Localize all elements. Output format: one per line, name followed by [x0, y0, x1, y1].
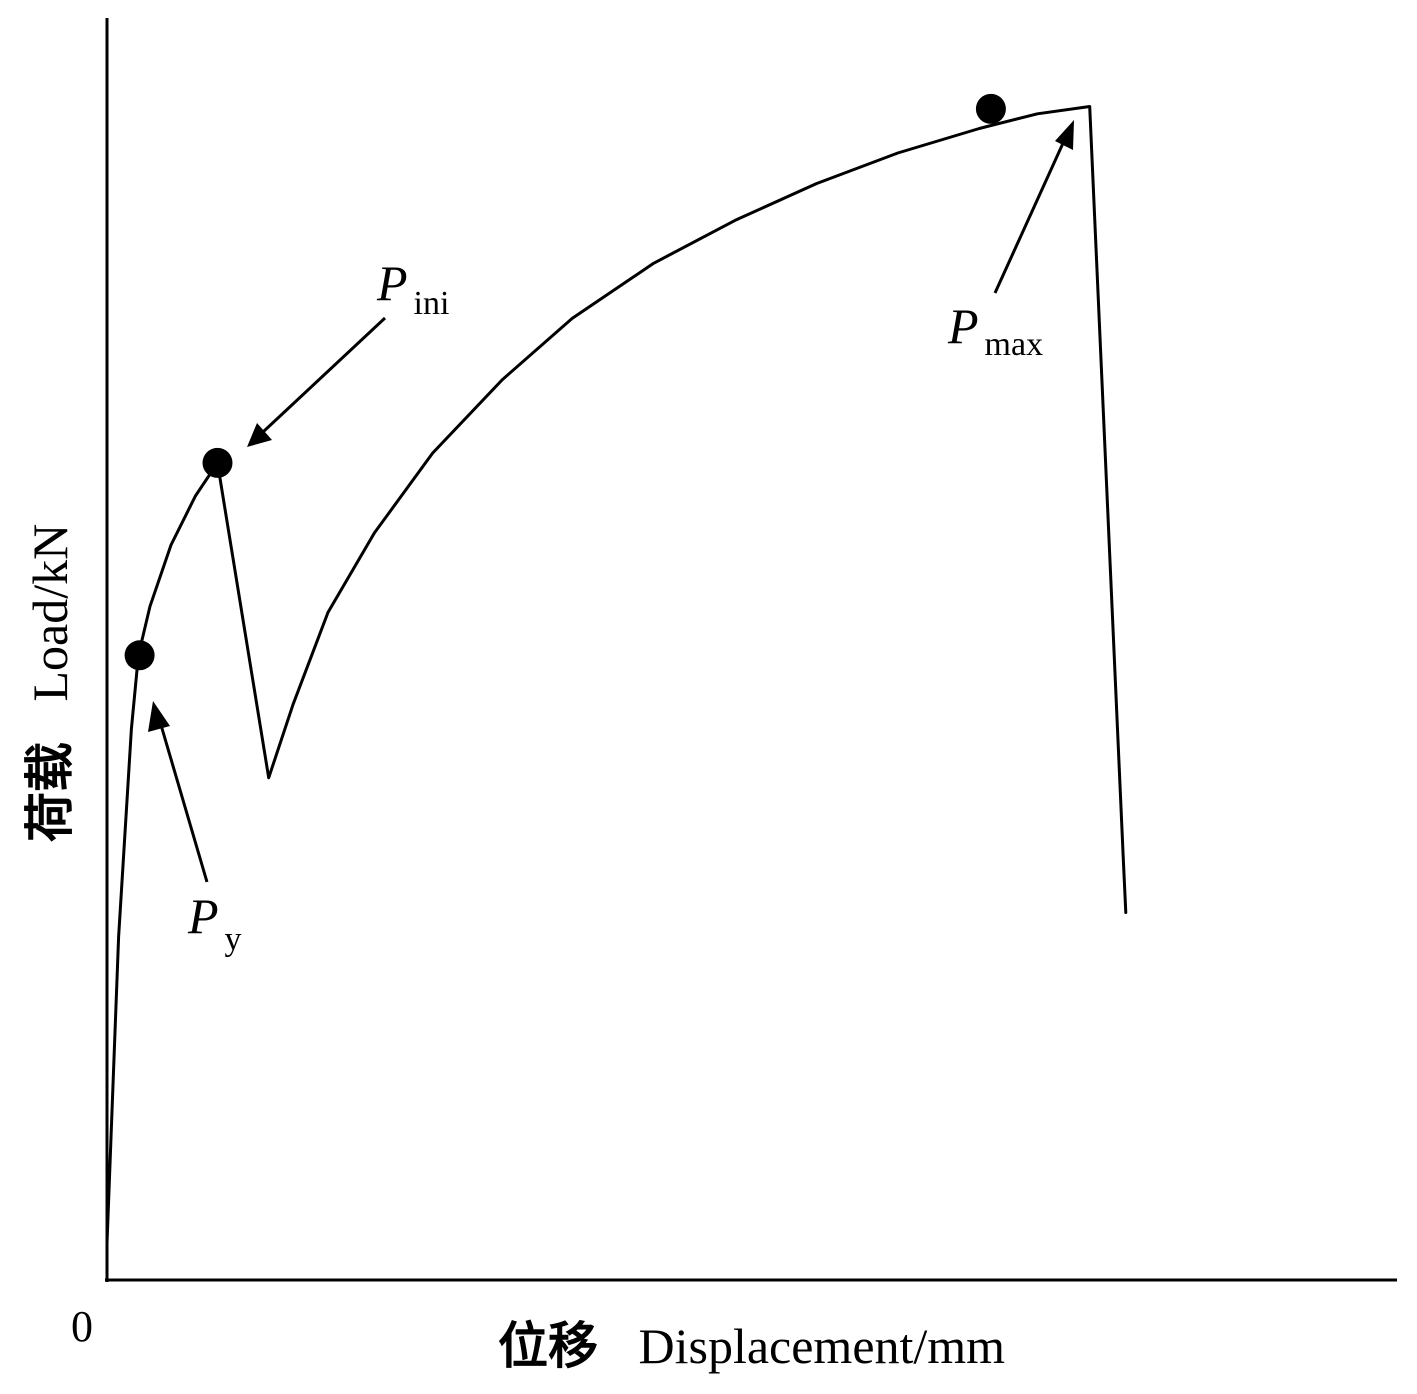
- label-pini: P ini: [376, 255, 449, 322]
- arrow-pini-head: [247, 423, 272, 447]
- origin-label: 0: [71, 1302, 93, 1351]
- y-axis-title-cjk: 荷载: [21, 742, 79, 842]
- arrow-py-shaft: [159, 724, 209, 883]
- label-pini-subscript: ini: [414, 285, 450, 322]
- arrow-pmax: [993, 120, 1074, 294]
- y-axis-title-text: Load/kN: [22, 524, 78, 702]
- x-axis-title: 位移 Displacement/mm: [498, 1317, 1005, 1375]
- arrow-py-head: [148, 701, 170, 732]
- label-py: P y: [187, 888, 242, 958]
- label-pini-symbol: P: [376, 255, 408, 311]
- x-axis-title-text: Displacement/mm: [639, 1318, 1006, 1374]
- series-line-load-displacement: [105, 105, 1128, 1245]
- marker-py: [124, 640, 155, 671]
- label-pmax-subscript: max: [985, 326, 1044, 363]
- marker-pmax: [975, 93, 1006, 124]
- label-py-symbol: P: [187, 888, 219, 944]
- arrow-py: [148, 701, 209, 883]
- label-py-subscript: y: [225, 921, 242, 958]
- marker-pini: [202, 447, 233, 478]
- arrow-pmax-head: [1055, 120, 1074, 150]
- arrow-pini: [247, 316, 387, 447]
- y-axis-title: 荷载 Load/kN: [21, 524, 79, 842]
- arrow-pmax-shaft: [993, 140, 1066, 294]
- label-pmax: P max: [947, 298, 1043, 363]
- arrow-pini-shaft: [261, 316, 387, 434]
- label-pmax-symbol: P: [947, 298, 979, 354]
- x-axis-title-cjk: 位移: [498, 1317, 598, 1375]
